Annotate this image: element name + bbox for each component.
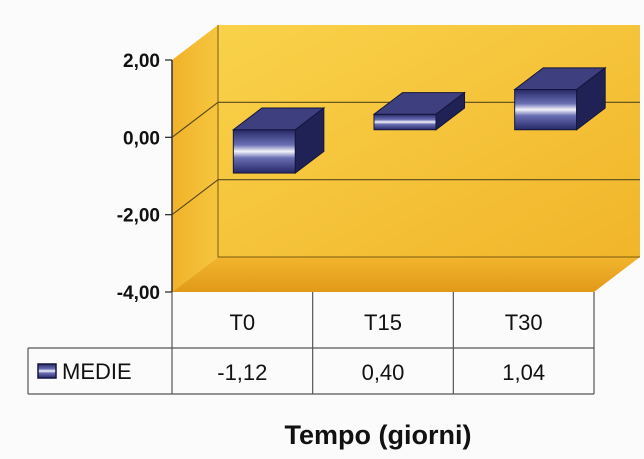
data-label: 0,40 xyxy=(362,360,405,385)
bar xyxy=(513,66,607,131)
bar-side xyxy=(294,107,325,175)
legend: MEDIE xyxy=(37,359,132,384)
bar-side xyxy=(435,91,466,131)
bar-front xyxy=(232,129,296,174)
gridlines xyxy=(171,101,640,216)
y-tick-label: 2,00 xyxy=(123,51,160,72)
legend-swatch xyxy=(37,363,57,379)
y-tick-label: -4,00 xyxy=(117,283,160,304)
gridline xyxy=(171,179,640,216)
legend-label: MEDIE xyxy=(62,359,132,384)
data-label: -1,12 xyxy=(217,360,267,385)
category-label: T30 xyxy=(505,310,543,335)
gridline xyxy=(171,101,640,138)
y-tick-label: 0,00 xyxy=(123,128,160,149)
y-tick-label: -2,00 xyxy=(117,206,160,227)
bar-side xyxy=(576,66,606,131)
y-axis: 2,00 0,00 -2,00 -4,00 xyxy=(117,51,173,304)
bar xyxy=(372,91,467,131)
left-wall xyxy=(172,25,218,292)
data-label: 1,04 xyxy=(502,360,545,385)
x-axis-title: Tempo (giorni) xyxy=(285,420,472,450)
category-label: T0 xyxy=(229,310,255,335)
floor xyxy=(172,257,640,292)
category-label: T15 xyxy=(364,310,402,335)
bar xyxy=(231,107,326,175)
bar-front xyxy=(514,89,578,131)
bars xyxy=(231,66,607,175)
bar-front xyxy=(373,113,437,131)
data-table: T0 -1,12 T15 0,40 T30 1,04 MEDIE xyxy=(27,292,595,395)
